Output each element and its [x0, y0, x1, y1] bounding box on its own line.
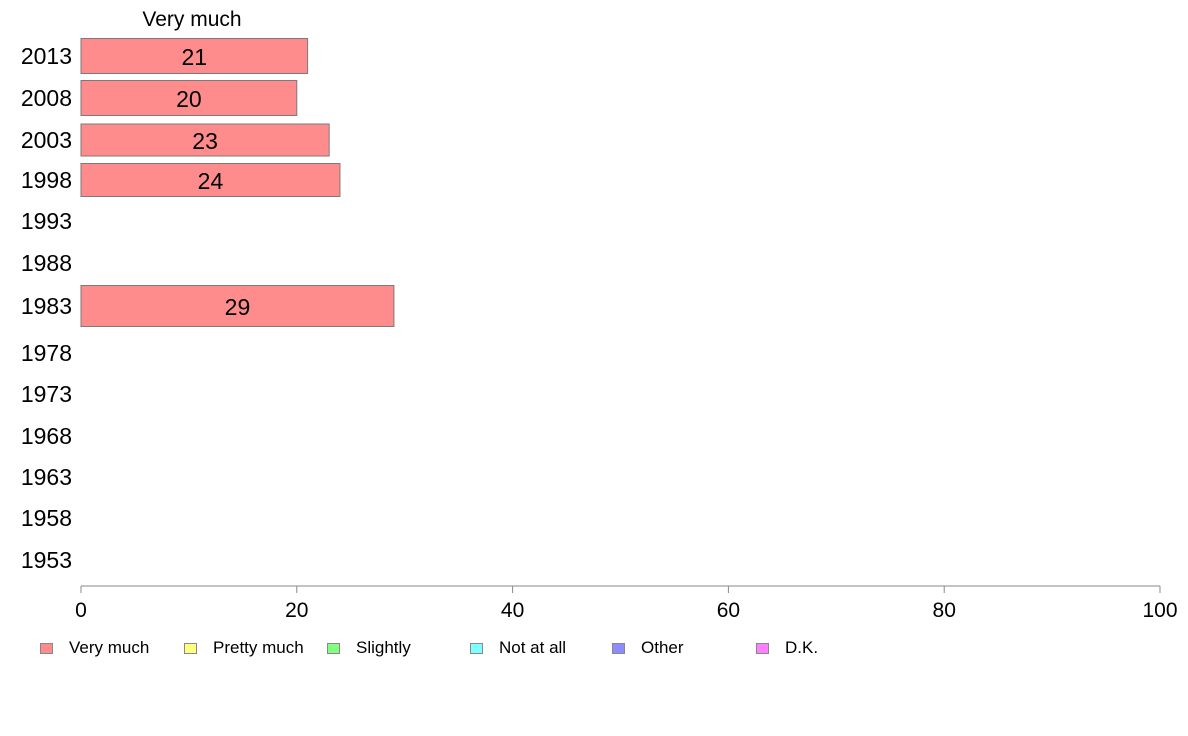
legend-label: Pretty much	[213, 638, 304, 657]
x-tick-label-0: 0	[75, 599, 87, 622]
legend-item: Pretty much	[184, 638, 304, 658]
chart: Very much 2013 2008 2003 1998 1993 1988 1983 197…	[21, 8, 1178, 622]
legend-swatch	[40, 642, 53, 654]
x-tick-label-40: 40	[501, 599, 524, 622]
legend-label: Slightly	[356, 638, 411, 657]
bar-2003-0	[80, 123, 330, 157]
legend: Very much Pretty much Slightly Not at all Ot…	[0, 638, 1188, 662]
legend-swatch	[327, 642, 340, 654]
bar-1998-0	[80, 163, 341, 197]
legend-label: Not at all	[499, 638, 567, 657]
x-tick-label-80: 80	[933, 599, 956, 622]
bar-2008-0	[80, 80, 298, 116]
data-label-2008-0: 20	[176, 86, 202, 112]
legend-item: Not at all	[470, 638, 566, 658]
category-label-1953: 1953	[21, 547, 72, 573]
bar-2013-0	[80, 38, 309, 74]
category-label-1983: 1983	[21, 293, 72, 319]
category-label-2003: 2003	[21, 127, 72, 153]
legend-label: D.K.	[785, 638, 819, 657]
category-label-1973: 1973	[21, 381, 72, 407]
category-label-1998: 1998	[21, 167, 72, 193]
category-label-2013: 2013	[21, 43, 72, 69]
category-label-1958: 1958	[21, 505, 72, 531]
category-label-1988: 1988	[21, 250, 72, 276]
legend-label: Very much	[69, 638, 150, 657]
bar-1983-0	[80, 285, 395, 327]
legend-item: Slightly	[327, 638, 411, 658]
data-label-1998-0: 24	[198, 168, 224, 194]
x-tick-label-100: 100	[1142, 599, 1177, 622]
column-header: Very much	[142, 8, 241, 31]
legend-label: Other	[641, 638, 684, 657]
legend-swatch	[756, 642, 769, 654]
category-label-1968: 1968	[21, 423, 72, 449]
category-label-1993: 1993	[21, 208, 72, 234]
legend-item: Other	[612, 638, 684, 658]
category-label-2008: 2008	[21, 85, 72, 111]
legend-item: D.K.	[756, 638, 818, 658]
data-label-1983-0: 29	[225, 294, 251, 320]
legend-swatch	[612, 642, 625, 654]
data-label-2003-0: 23	[192, 128, 218, 154]
x-tick-label-20: 20	[285, 599, 308, 622]
category-label-1963: 1963	[21, 464, 72, 490]
legend-swatch	[470, 642, 483, 654]
category-label-1978: 1978	[21, 340, 72, 366]
x-tick-label-60: 60	[717, 599, 740, 622]
legend-item: Very much	[40, 638, 149, 658]
legend-swatch	[184, 642, 197, 654]
data-label-2013-0: 21	[181, 44, 207, 70]
